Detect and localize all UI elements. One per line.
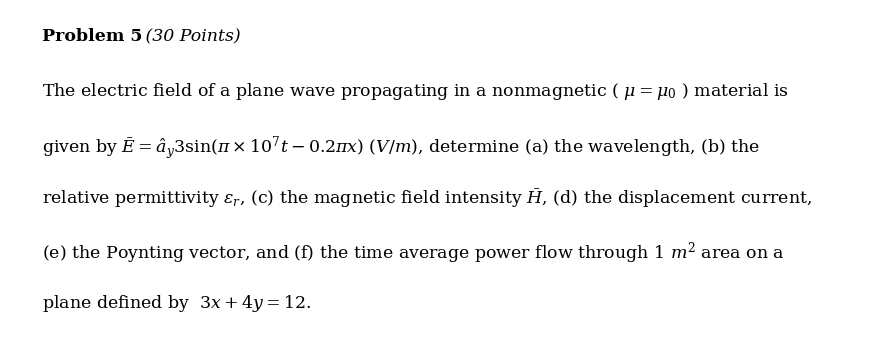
Text: (30 Points): (30 Points) (140, 28, 240, 45)
Text: given by $\bar{E} = \hat{a}_y 3\sin(\pi \times 10^7 t - 0.2\pi x)$ $(V / m)$, de: given by $\bar{E} = \hat{a}_y 3\sin(\pi … (42, 134, 760, 162)
Text: Problem 5: Problem 5 (42, 28, 142, 45)
Text: (e) the Poynting vector, and (f) the time average power flow through 1 $m^2$ are: (e) the Poynting vector, and (f) the tim… (42, 240, 785, 266)
Text: plane defined by  $3x + 4y = 12$.: plane defined by $3x + 4y = 12$. (42, 293, 311, 314)
Text: The electric field of a plane wave propagating in a nonmagnetic ( $\mu = \mu_0$ : The electric field of a plane wave propa… (42, 81, 788, 102)
Text: relative permittivity $\varepsilon_r$, (c) the magnetic field intensity $\bar{H}: relative permittivity $\varepsilon_r$, (… (42, 187, 812, 210)
